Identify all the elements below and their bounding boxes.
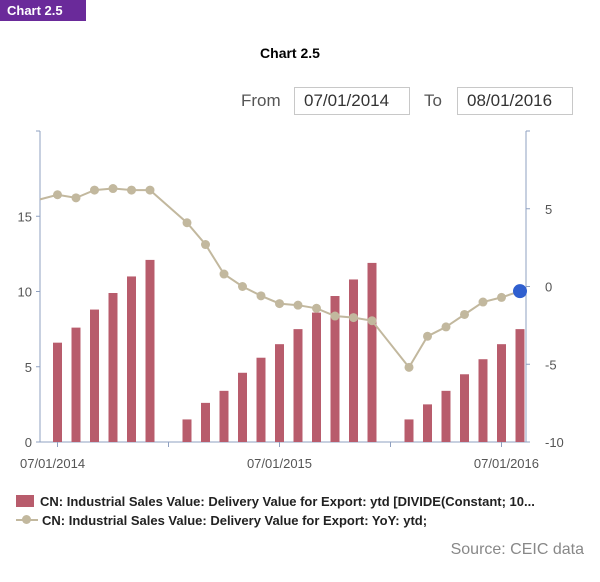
bar	[460, 374, 469, 442]
left-tick-label: 15	[18, 209, 32, 224]
right-tick-label: 5	[545, 202, 552, 217]
from-date-input[interactable]: 07/01/2014	[294, 87, 410, 115]
bar-swatch-icon	[16, 495, 34, 507]
bar	[293, 329, 303, 442]
line-point	[349, 313, 358, 323]
bar	[478, 359, 488, 442]
line-point	[238, 282, 247, 291]
bar	[441, 390, 451, 442]
legend-item-line[interactable]: CN: Industrial Sales Value: Delivery Val…	[16, 513, 427, 528]
line-point	[293, 300, 303, 310]
line-point	[423, 331, 432, 341]
right-tick-label: -5	[545, 357, 557, 372]
x-tick-label: 07/01/2015	[247, 456, 312, 471]
line-swatch-icon	[16, 514, 38, 526]
bar	[275, 344, 284, 442]
bar	[219, 390, 229, 442]
chart-title: Chart 2.5	[260, 45, 320, 61]
bar	[423, 404, 432, 442]
line-point	[201, 240, 210, 250]
bar	[145, 259, 155, 442]
bar	[108, 293, 118, 442]
bar	[404, 419, 414, 442]
line-point	[312, 303, 321, 313]
bar	[515, 329, 525, 442]
legend-item-bars[interactable]: CN: Industrial Sales Value: Delivery Val…	[16, 494, 535, 509]
date-range: From 07/01/2014 To 08/01/2016	[0, 87, 600, 115]
bar	[367, 262, 377, 442]
line-point	[256, 291, 266, 301]
left-tick-label: 5	[25, 360, 32, 375]
bar	[127, 276, 136, 442]
chart-plot: 0 5 10 15 -10 -5 0 5 07/01/2014 07/01/2015 07/01/2…	[18, 130, 564, 471]
line-point-latest	[513, 284, 527, 299]
chart-badge: Chart 2.5	[0, 0, 86, 21]
bar	[201, 402, 210, 442]
line-point	[90, 185, 99, 195]
bar	[497, 344, 506, 442]
line-point	[182, 218, 192, 228]
bar	[90, 309, 99, 442]
line-point	[53, 190, 62, 200]
x-tick-label: 07/01/2016	[474, 456, 539, 471]
bar	[238, 372, 247, 442]
legend-label-bars: CN: Industrial Sales Value: Delivery Val…	[40, 494, 535, 509]
line-point	[145, 185, 155, 195]
from-label: From	[241, 91, 281, 110]
left-tick-label: 0	[25, 435, 32, 450]
x-tick-label: 07/01/2014	[20, 456, 85, 471]
bar	[53, 342, 62, 442]
to-date-input[interactable]: 08/01/2016	[457, 87, 573, 115]
line-point	[71, 193, 81, 203]
line-point	[108, 184, 118, 194]
line-point	[404, 362, 414, 372]
bar	[182, 419, 192, 442]
bar	[312, 312, 321, 442]
bar	[256, 357, 266, 442]
bar	[349, 279, 358, 442]
line-point	[460, 309, 469, 319]
line-point	[330, 311, 340, 321]
right-tick-label: 0	[545, 280, 552, 295]
legend-label-line: CN: Industrial Sales Value: Delivery Val…	[42, 513, 428, 528]
bar	[330, 296, 340, 442]
line-point	[478, 297, 488, 307]
to-label: To	[424, 91, 442, 110]
right-tick-label: -10	[545, 435, 564, 450]
line-point	[275, 299, 284, 309]
source-note: Source: CEIC data	[450, 541, 584, 558]
bar	[71, 327, 81, 442]
line-point	[219, 269, 229, 279]
line-point	[127, 185, 136, 195]
line-point	[497, 292, 506, 302]
line-point	[367, 316, 377, 326]
line-point	[441, 322, 451, 332]
left-tick-label: 10	[18, 285, 32, 300]
